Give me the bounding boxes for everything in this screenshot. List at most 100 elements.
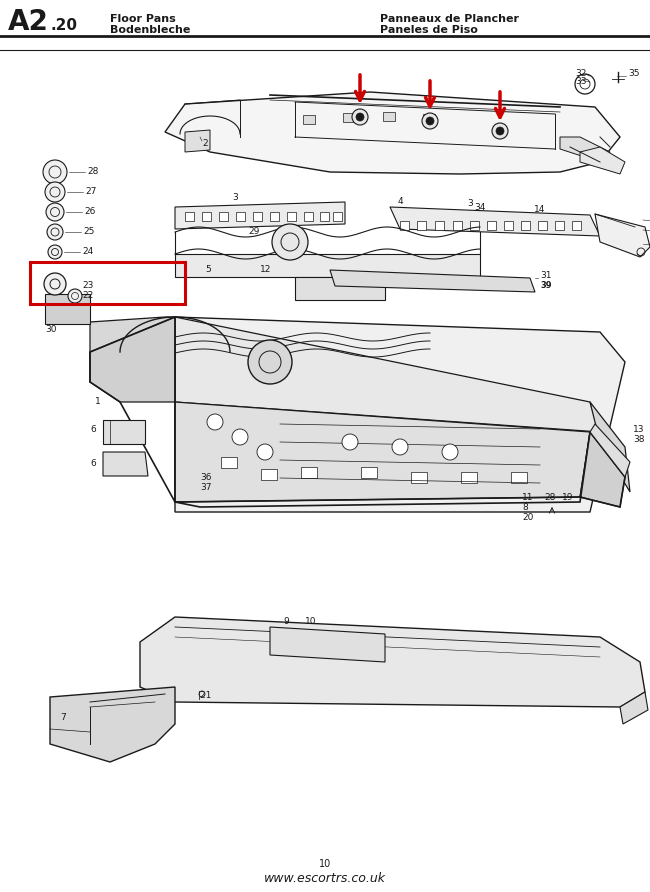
Polygon shape [295, 277, 385, 300]
Circle shape [342, 434, 358, 450]
Text: 39: 39 [540, 280, 551, 290]
Polygon shape [175, 317, 625, 512]
Circle shape [352, 109, 368, 125]
Text: 22: 22 [82, 291, 93, 300]
Text: .20: .20 [50, 18, 77, 32]
Bar [400, 221, 409, 230]
Text: 26: 26 [84, 208, 96, 217]
Circle shape [392, 439, 408, 455]
Bar [261, 469, 277, 480]
Text: 14: 14 [534, 204, 546, 213]
Text: 29: 29 [248, 227, 259, 236]
Circle shape [496, 127, 504, 135]
Bar [343, 113, 355, 122]
Text: 25: 25 [83, 227, 94, 236]
Text: 28: 28 [87, 168, 98, 177]
Polygon shape [620, 692, 648, 724]
Text: |21: |21 [198, 690, 213, 699]
Polygon shape [595, 214, 650, 257]
Text: 8: 8 [522, 502, 528, 511]
Polygon shape [140, 617, 645, 707]
Bar [572, 221, 581, 230]
Bar [320, 212, 329, 221]
Text: 20: 20 [522, 513, 534, 522]
Text: 32: 32 [575, 70, 586, 78]
Bar [361, 467, 377, 478]
Bar [504, 221, 513, 230]
Text: 3: 3 [467, 200, 473, 209]
Text: 10: 10 [319, 859, 331, 869]
Polygon shape [175, 202, 345, 229]
Circle shape [422, 113, 438, 129]
Bar [423, 114, 435, 123]
Text: 2: 2 [202, 139, 207, 148]
Circle shape [48, 245, 62, 259]
Bar [287, 212, 296, 221]
Bar [185, 212, 194, 221]
Bar [470, 221, 479, 230]
Text: 5: 5 [205, 265, 211, 274]
Text: 6: 6 [90, 459, 96, 468]
Text: 7: 7 [60, 713, 66, 722]
Polygon shape [90, 317, 175, 402]
Circle shape [44, 273, 66, 295]
Bar [511, 472, 527, 483]
Text: www.escortrs.co.uk: www.escortrs.co.uk [264, 871, 386, 885]
Text: 27: 27 [85, 187, 96, 196]
Text: 11: 11 [522, 492, 534, 501]
Text: 23: 23 [82, 280, 94, 290]
Circle shape [492, 123, 508, 139]
Text: 24: 24 [82, 247, 93, 257]
Circle shape [248, 340, 292, 384]
Bar [30, 262, 185, 304]
Bar [301, 467, 317, 478]
Polygon shape [590, 424, 630, 477]
Text: 28: 28 [544, 492, 555, 501]
Text: A2: A2 [8, 8, 49, 36]
Polygon shape [50, 687, 175, 762]
Bar [270, 212, 279, 221]
Polygon shape [165, 92, 620, 174]
Circle shape [272, 224, 308, 260]
Circle shape [426, 117, 434, 125]
Bar [45, 294, 90, 324]
Bar [304, 212, 313, 221]
Text: Bodenbleche: Bodenbleche [110, 25, 190, 35]
Bar [521, 221, 530, 230]
Polygon shape [175, 317, 600, 432]
Text: 19: 19 [562, 492, 573, 501]
Bar [411, 472, 427, 483]
Circle shape [442, 444, 458, 460]
Text: 34: 34 [474, 202, 486, 211]
Polygon shape [175, 254, 480, 277]
Text: 13: 13 [633, 425, 645, 434]
Circle shape [68, 289, 82, 303]
Bar [461, 472, 477, 483]
Bar [487, 221, 496, 230]
Circle shape [232, 429, 248, 445]
Text: 3: 3 [232, 194, 238, 202]
Text: 33: 33 [575, 77, 586, 86]
Circle shape [257, 444, 273, 460]
Polygon shape [103, 452, 148, 476]
Polygon shape [270, 627, 385, 662]
Circle shape [47, 224, 63, 240]
Circle shape [43, 160, 67, 184]
Bar [253, 212, 262, 221]
Polygon shape [103, 420, 145, 444]
Text: 36: 36 [200, 473, 211, 482]
Polygon shape [590, 402, 630, 492]
Polygon shape [390, 207, 600, 236]
Bar [333, 212, 342, 221]
Polygon shape [330, 270, 535, 292]
Text: 31: 31 [540, 271, 551, 280]
Text: 38: 38 [633, 434, 645, 443]
Bar [555, 221, 564, 230]
Text: 10: 10 [305, 617, 317, 626]
Circle shape [207, 414, 223, 430]
Bar [538, 221, 547, 230]
Text: Paneles de Piso: Paneles de Piso [380, 25, 478, 35]
Circle shape [45, 182, 65, 202]
Text: Panneaux de Plancher: Panneaux de Plancher [380, 14, 519, 24]
Text: 9: 9 [283, 617, 289, 626]
